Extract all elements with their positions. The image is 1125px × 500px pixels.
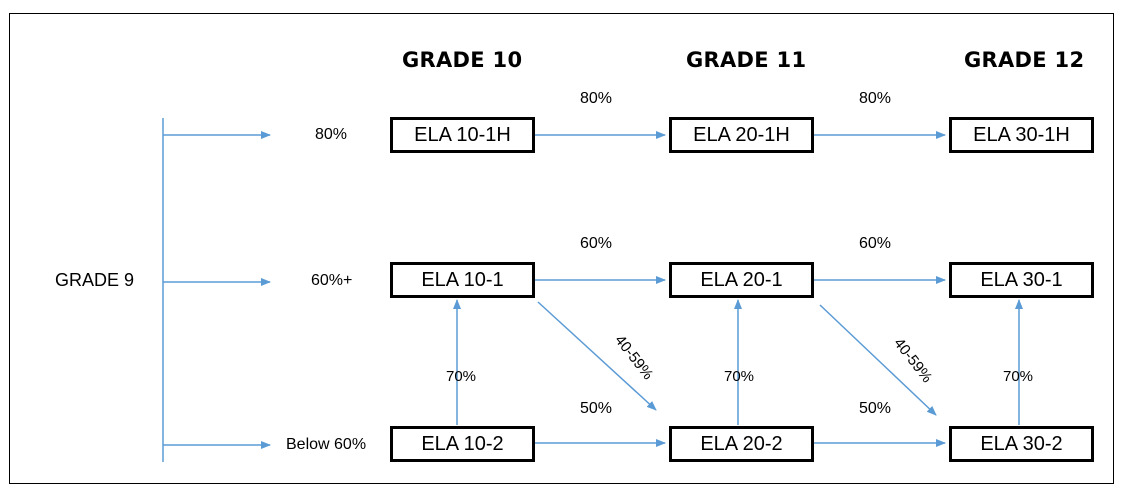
entry-label-60plus: 60%+ xyxy=(311,272,353,289)
transition-label-1-10-20: 60% xyxy=(580,235,613,252)
transition-label-1h-10-20: 80% xyxy=(580,90,613,107)
transition-label-2-10-20: 50% xyxy=(580,400,613,417)
course-ela-10-1: ELA 10-1 xyxy=(390,262,535,298)
course-ela-20-2: ELA 20-2 xyxy=(669,426,814,462)
grade-12-header: GRADE 12 xyxy=(964,48,1085,72)
course-ela-10-1h: ELA 10-1H xyxy=(390,117,535,153)
transition-label-up-20: 70% xyxy=(724,368,755,385)
course-ela-20-1: ELA 20-1 xyxy=(669,262,814,298)
entry-label-80: 80% xyxy=(315,126,348,143)
course-ela-30-1h: ELA 30-1H xyxy=(949,117,1094,153)
course-ela-30-2: ELA 30-2 xyxy=(949,426,1094,462)
transition-label-up-10: 70% xyxy=(446,368,477,385)
course-ela-30-1: ELA 30-1 xyxy=(949,262,1094,298)
grade-10-header: GRADE 10 xyxy=(402,48,523,72)
transition-label-1-20-30: 60% xyxy=(859,235,892,252)
diagram-frame xyxy=(9,13,1114,484)
arrow-20-1-diag-to-30-2 xyxy=(819,304,937,416)
transition-label-up-30: 70% xyxy=(1003,368,1034,385)
course-ela-10-2: ELA 10-2 xyxy=(390,426,535,462)
arrow-10-1-diag-to-20-2 xyxy=(537,301,657,411)
transition-label-1h-20-30: 80% xyxy=(859,90,892,107)
grade-11-header: GRADE 11 xyxy=(686,48,807,72)
course-ela-20-1h: ELA 20-1H xyxy=(669,117,814,153)
entry-label-below60: Below 60% xyxy=(286,436,367,453)
grade-9-label: GRADE 9 xyxy=(55,270,135,290)
transition-label-2-20-30: 50% xyxy=(859,400,892,417)
